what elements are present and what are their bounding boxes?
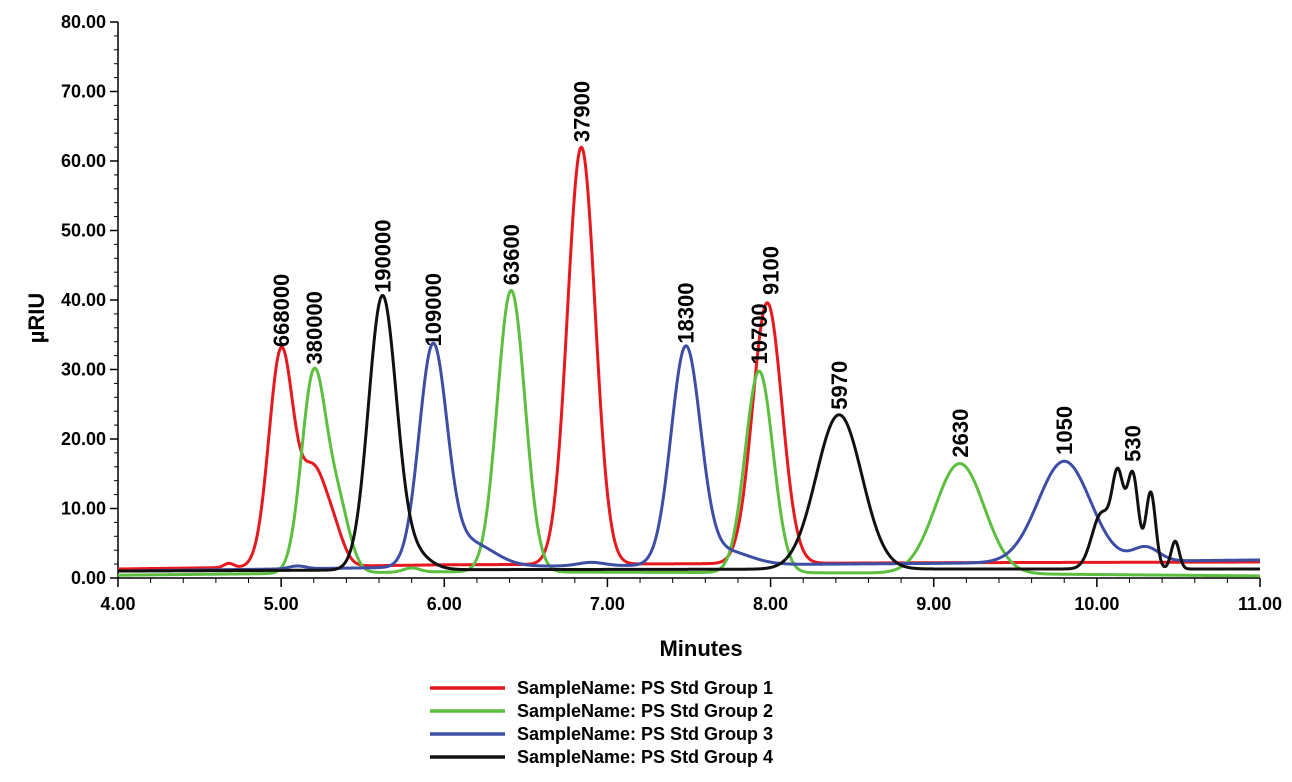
legend-entry-4: SampleName: PS Std Group 4 xyxy=(517,747,773,767)
peak-label: 10700 xyxy=(747,303,772,364)
x-tick-label: 6.00 xyxy=(427,594,462,614)
x-tick-label: 11.00 xyxy=(1238,594,1282,614)
series-line-3 xyxy=(117,341,1261,573)
peak-label: 63600 xyxy=(499,224,524,285)
x-tick-label: 8.00 xyxy=(753,594,788,614)
series-layer xyxy=(117,145,1261,578)
y-tick-label: 10.00 xyxy=(61,499,106,519)
peak-label: 530 xyxy=(1121,425,1146,462)
legend-entry-2: SampleName: PS Std Group 2 xyxy=(517,701,773,721)
y-tick-label: 60.00 xyxy=(61,151,106,171)
legend-entry-1: SampleName: PS Std Group 1 xyxy=(517,678,773,698)
y-tick-label: 50.00 xyxy=(61,221,106,241)
peak-label: 5970 xyxy=(827,361,852,410)
x-tick-label: 7.00 xyxy=(590,594,625,614)
series-line-2 xyxy=(117,289,1261,578)
legend-entry-3: SampleName: PS Std Group 3 xyxy=(517,724,773,744)
x-tick-label: 9.00 xyxy=(916,594,951,614)
peak-label: 18300 xyxy=(674,282,699,343)
peak-label: 190000 xyxy=(370,219,395,292)
peak-label: 668000 xyxy=(269,274,294,347)
y-axis-title: µRIU xyxy=(24,293,49,344)
x-axis-title: Minutes xyxy=(659,636,742,661)
x-tick-label: 4.00 xyxy=(100,594,135,614)
series-line-1 xyxy=(117,145,1261,571)
x-tick-label: 10.00 xyxy=(1074,594,1119,614)
series-line-4 xyxy=(117,293,1261,573)
x-tick-label: 5.00 xyxy=(264,594,299,614)
axes: 4.00 5.00 6.00 7.00 8.00 9.00 10.00 11.00 0.00 10… xyxy=(61,12,1282,614)
y-tick-label: 80.00 xyxy=(61,12,106,32)
peak-labels: 668000 380000 190000 109000 63600 37900 18300 1… xyxy=(269,81,1146,462)
peak-label: 109000 xyxy=(421,273,446,346)
y-tick-label: 0.00 xyxy=(71,568,106,588)
peak-label: 37900 xyxy=(569,81,594,142)
y-tick-label: 40.00 xyxy=(61,290,106,310)
peak-label: 9100 xyxy=(759,246,784,295)
legend: SampleName: PS Std Group 1 SampleName: PS… xyxy=(430,678,773,767)
peak-label: 2630 xyxy=(948,409,973,458)
peak-label: 380000 xyxy=(302,291,327,364)
y-tick-label: 70.00 xyxy=(61,82,106,102)
peak-label: 1050 xyxy=(1052,406,1077,455)
y-tick-label: 20.00 xyxy=(61,429,106,449)
y-tick-label: 30.00 xyxy=(61,360,106,380)
